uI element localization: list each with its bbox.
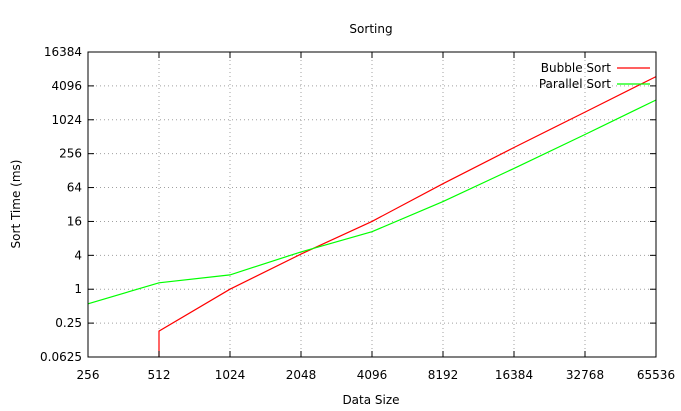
legend: Bubble Sort Parallel Sort xyxy=(539,61,650,91)
legend-label: Bubble Sort xyxy=(541,61,611,75)
series-line-2 xyxy=(87,99,657,305)
x-tick-label: 32768 xyxy=(566,368,604,382)
x-tick-label: 4096 xyxy=(357,368,388,382)
series-line-1 xyxy=(158,76,657,357)
x-tick-label: 8192 xyxy=(428,368,459,382)
y-tick-label: 16 xyxy=(67,214,82,228)
y-tick-label: 1024 xyxy=(51,113,82,127)
x-tick-label: 16384 xyxy=(495,368,533,382)
grid-lines xyxy=(88,52,656,357)
x-tick-labels: 256 512 1024 2048 4096 8192 16384 32768 65536 xyxy=(77,368,676,382)
y-tick-label: 4 xyxy=(74,248,82,262)
x-tick-label: 2048 xyxy=(286,368,317,382)
legend-label: Parallel Sort xyxy=(539,77,611,91)
y-tick-label: 256 xyxy=(59,147,82,161)
y-tick-label: 16384 xyxy=(44,45,82,59)
x-tick-label: 1024 xyxy=(215,368,246,382)
y-axis-label: Sort Time (ms) xyxy=(9,160,23,249)
plot-series xyxy=(87,76,657,357)
axis-ticks xyxy=(87,51,657,358)
chart-title: Sorting xyxy=(349,22,392,36)
y-tick-label: 1 xyxy=(74,282,82,296)
x-tick-label: 512 xyxy=(148,368,171,382)
x-tick-label: 256 xyxy=(77,368,100,382)
y-tick-label: 64 xyxy=(67,181,82,195)
y-tick-labels: 0.0625 0.25 1 4 16 64 256 1024 4096 16384 xyxy=(40,45,82,364)
y-tick-label: 0.25 xyxy=(55,316,82,330)
y-tick-label: 0.0625 xyxy=(40,350,82,364)
y-tick-label: 4096 xyxy=(51,79,82,93)
x-axis-label: Data Size xyxy=(342,393,399,407)
x-tick-label: 65536 xyxy=(637,368,675,382)
